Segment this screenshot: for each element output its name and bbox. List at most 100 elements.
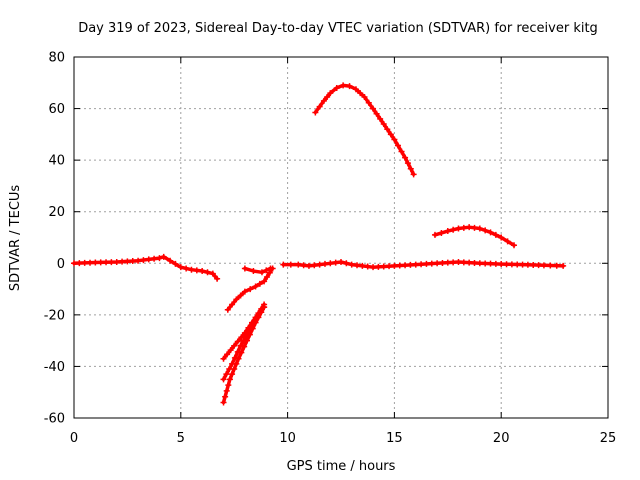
data-point xyxy=(352,86,359,93)
data-point xyxy=(160,253,167,260)
data-point xyxy=(476,225,483,232)
data-point xyxy=(81,259,88,266)
data-point xyxy=(407,261,414,268)
data-point xyxy=(482,260,489,267)
data-point xyxy=(391,262,398,269)
data-point xyxy=(229,371,236,378)
data-point xyxy=(316,103,323,110)
data-point xyxy=(498,234,505,241)
data-point xyxy=(540,262,547,269)
data-point xyxy=(124,258,131,265)
data-point xyxy=(455,258,462,265)
data-point xyxy=(224,306,231,313)
data-point xyxy=(256,280,263,287)
data-point xyxy=(514,261,521,268)
data-point xyxy=(231,354,238,361)
data-point xyxy=(267,265,274,272)
data-point xyxy=(327,260,334,267)
x-tick-label: 25 xyxy=(600,431,617,446)
data-point xyxy=(223,371,230,378)
data-point xyxy=(438,229,445,236)
data-point xyxy=(280,261,287,268)
x-tick-label: 0 xyxy=(70,431,78,446)
data-point xyxy=(199,268,206,275)
data-point xyxy=(439,259,446,266)
data-point xyxy=(504,238,511,245)
data-point xyxy=(348,261,355,268)
data-point xyxy=(238,334,245,341)
data-point xyxy=(407,165,414,172)
data-point xyxy=(418,261,425,268)
data-point xyxy=(250,268,257,275)
data-point xyxy=(354,262,361,269)
x-tick-label: 20 xyxy=(493,431,510,446)
data-point xyxy=(287,261,294,268)
data-point xyxy=(252,319,259,326)
data-point xyxy=(394,142,401,149)
data-point xyxy=(519,261,526,268)
data-point xyxy=(377,115,384,122)
data-point xyxy=(258,269,265,276)
series-arc-1 xyxy=(71,253,221,282)
data-point xyxy=(135,257,142,264)
data-point xyxy=(258,309,265,316)
data-point xyxy=(237,342,244,349)
data-point xyxy=(386,263,393,270)
data-point xyxy=(231,342,238,349)
data-point xyxy=(321,260,328,267)
data-point xyxy=(263,274,270,281)
data-point xyxy=(482,227,489,234)
data-point xyxy=(370,105,377,112)
data-point xyxy=(261,278,268,285)
data-point xyxy=(92,259,99,266)
data-point xyxy=(398,148,405,155)
data-point xyxy=(423,260,430,267)
data-point xyxy=(204,269,211,276)
data-point xyxy=(384,126,391,133)
data-point xyxy=(76,260,83,267)
data-point xyxy=(224,351,231,358)
data-point xyxy=(455,225,462,232)
data-point xyxy=(365,99,372,106)
data-point xyxy=(343,260,350,267)
data-point xyxy=(332,259,339,266)
data-point xyxy=(238,349,245,356)
x-tick-label: 15 xyxy=(386,431,403,446)
series-arc-7 xyxy=(431,224,518,249)
data-point xyxy=(233,360,240,367)
data-point xyxy=(370,264,377,271)
data-point xyxy=(387,131,394,138)
data-point xyxy=(71,260,77,267)
data-point xyxy=(431,231,438,238)
series-arc-4c xyxy=(220,304,268,406)
data-point xyxy=(305,262,312,269)
data-point xyxy=(333,84,340,91)
data-point xyxy=(471,259,478,266)
data-point xyxy=(156,255,163,262)
data-point xyxy=(428,260,435,267)
data-point xyxy=(450,259,457,266)
axis-ticks: -60 -40 -20 0 20 40 60 80 0 5 10 15 20 25 xyxy=(44,51,617,447)
data-point xyxy=(460,259,467,266)
data-point xyxy=(402,154,409,161)
data-point xyxy=(316,261,323,268)
data-point xyxy=(373,110,380,117)
data-point xyxy=(172,260,179,267)
data-point xyxy=(300,262,307,269)
data-point xyxy=(87,259,94,266)
data-point xyxy=(535,262,542,269)
data-point xyxy=(220,376,227,383)
data-point xyxy=(547,262,554,269)
data-point xyxy=(487,229,494,236)
data-point xyxy=(560,262,567,269)
data-point xyxy=(177,264,184,271)
data-point xyxy=(223,387,230,394)
data-point xyxy=(244,337,251,344)
data-point xyxy=(220,355,227,362)
y-tick-label: 60 xyxy=(48,102,65,117)
data-point xyxy=(241,343,248,350)
y-tick-label: -40 xyxy=(44,360,65,375)
data-point xyxy=(247,286,254,293)
y-axis-label: SDTVAR / TECUs xyxy=(8,185,23,292)
